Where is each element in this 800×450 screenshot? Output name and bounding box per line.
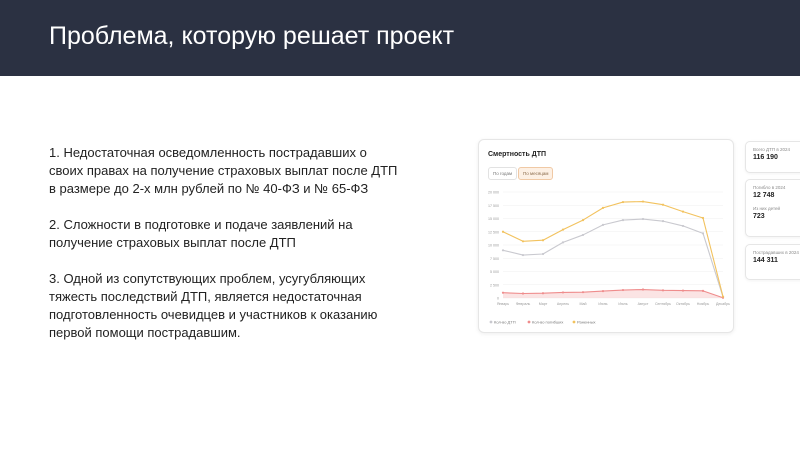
series-1-point-7 [641,288,645,291]
series-1-point-1 [521,292,525,295]
series-2-point-4 [581,218,585,222]
series-1-point-5 [601,290,605,293]
series-1-point-6 [621,288,625,292]
stat-value-injured: 144 311 [753,257,778,264]
series-2-point-2 [541,239,545,242]
y-tick-label-4: 10 000 [488,244,499,248]
series-line-1 [502,288,724,299]
series-2-point-0 [501,230,505,233]
x-tick-label-6: Июль [618,302,627,306]
series-2-point-6 [621,200,625,204]
slide-title: Проблема, которую решает проект [49,22,455,50]
problem-item-1: 1. Недостаточная осведомленность пострад… [49,145,398,196]
stat-card-injured: Пострадавших в 2024 144 311 [745,244,800,280]
series-0-point-7 [641,217,645,221]
y-tick-label-8: 20 000 [488,191,499,195]
series-0-point-9 [681,224,685,228]
series-2-point-1 [521,240,525,243]
series-2-point-3 [561,228,565,231]
problem-item-3: 3. Одной из сопутствующих проблем, усугу… [49,271,378,340]
problems-list: 1. Недостаточная осведомленность пострад… [49,144,449,360]
stat-card-total-accidents: Всего ДТП в 2024 116 190 [745,141,800,173]
legend-label-0: Кол-во ДТП [494,320,516,325]
series-2-point-7 [641,200,645,203]
chart-title: Смертность ДТП [488,151,547,158]
legend-marker-2 [572,320,576,324]
stat-value-children: 723 [753,213,765,220]
series-0-point-5 [601,223,605,226]
series-1-point-0 [501,291,505,294]
legend-label-1: Кол-во погибших [532,320,563,325]
legend-marker-1 [527,320,531,324]
problem-item-2: 2. Сложности в подготовке и подаче заявл… [49,217,353,250]
stat-label-deaths: Погибло в 2024 [753,185,786,190]
tab-by-months[interactable]: По месяцам [518,167,554,180]
series-1-point-8 [661,289,665,292]
stat-value-deaths: 12 748 [753,192,775,199]
chart-card: Смертность ДТП По годам По месяцам 0 2 50… [478,139,734,333]
x-tick-label-1: Февраль [516,302,531,306]
x-tick-label-10: Ноябрь [697,302,710,306]
y-tick-label-0: 0 [497,297,499,301]
stat-label-injured: Пострадавших в 2024 [753,250,799,255]
x-tick-label-7: Август [638,302,649,306]
tab-by-years[interactable]: По годам [488,167,518,180]
y-tick-label-1: 2 500 [490,283,499,287]
stat-label-children: Из них детей [753,206,781,211]
series-0-point-4 [581,233,585,237]
series-1-point-4 [581,291,585,294]
series-0-point-3 [561,241,565,244]
stat-card-deaths: Погибло в 2024 12 748 Из них детей 723 [745,179,800,237]
series-2-point-9 [681,210,685,213]
legend-label-2: Раненных [577,320,596,325]
x-tick-label-3: Апрель [557,302,569,306]
x-tick-label-2: Март [539,302,548,306]
stat-value-total-accidents: 116 190 [753,154,778,161]
x-tick-label-11: Декабрь [716,302,730,306]
series-1-point-9 [681,289,685,292]
y-tick-label-3: 7 500 [490,257,499,261]
x-tick-label-8: Сентябрь [655,302,671,306]
x-tick-label-4: Май [579,302,586,306]
stat-label-total-accidents: Всего ДТП в 2024 [753,147,790,152]
line-chart: 0 2 500 5 000 7 500 10 000 12 500 15 000 17 500… [488,191,730,325]
series-0-point-6 [621,218,625,222]
series-2-point-11 [721,295,725,298]
series-line-2 [502,200,724,297]
series-1-point-10 [701,289,705,292]
series-line-0 [502,218,724,298]
y-tick-label-7: 17 500 [488,204,499,208]
series-1-point-3 [561,291,565,294]
series-2-point-10 [701,216,705,220]
legend-marker-0 [489,320,493,324]
series-1-point-2 [541,292,545,295]
y-tick-label-2: 5 000 [490,270,499,274]
y-tick-label-5: 12 500 [488,230,499,234]
series-0-point-0 [501,249,505,252]
slide-header: Проблема, которую решает проект [0,0,800,76]
x-tick-label-9: Октябрь [676,302,690,306]
series-2-point-5 [601,206,605,209]
y-tick-label-6: 15 000 [488,217,499,221]
series-0-point-10 [701,232,705,235]
x-tick-label-0: Январь [497,302,509,306]
x-tick-label-5: Июнь [598,302,607,306]
series-0-point-1 [521,253,525,257]
series-0-point-8 [661,220,665,223]
series-area-1 [503,289,723,298]
series-0-point-2 [541,252,545,256]
series-2-point-8 [661,203,665,206]
